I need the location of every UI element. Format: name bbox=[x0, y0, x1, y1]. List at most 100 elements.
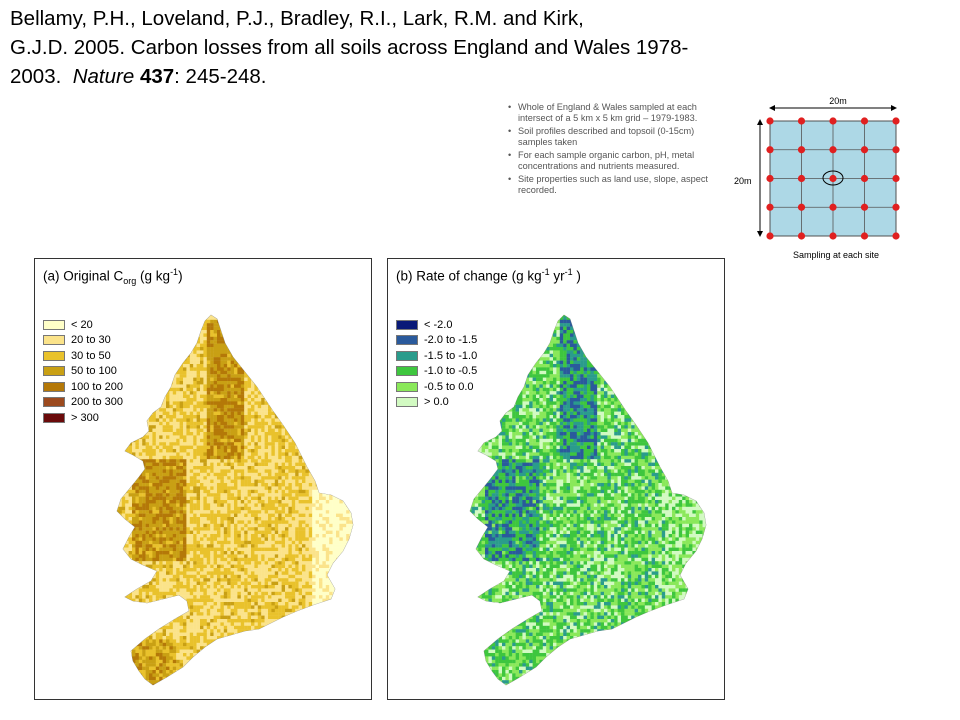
legend-item: 20 to 30 bbox=[43, 333, 123, 349]
sampling-point bbox=[892, 146, 900, 154]
legend-swatch bbox=[43, 350, 65, 361]
panel-b-title-prefix: (b) Rate of change (g kg bbox=[396, 268, 542, 284]
sampling-points bbox=[766, 117, 900, 240]
legend-swatch bbox=[43, 319, 65, 330]
panel-b-title-sup1: -1 bbox=[541, 267, 550, 277]
legend-label: -1.0 to -0.5 bbox=[424, 365, 478, 378]
legend-swatch bbox=[396, 319, 418, 330]
panel-rate-of-change: (b) Rate of change (g kg-1 yr-1 ) < -2.0… bbox=[387, 258, 725, 700]
legend-item: 100 to 200 bbox=[43, 379, 123, 395]
legend-item: > 300 bbox=[43, 410, 123, 426]
sampling-point bbox=[829, 174, 837, 183]
legend-swatch bbox=[43, 366, 65, 377]
legend-label: > 300 bbox=[71, 411, 99, 424]
bullet-item: Soil profiles described and topsoil (0-1… bbox=[506, 126, 718, 148]
sampling-point bbox=[860, 174, 869, 183]
legend-item: > 0.0 bbox=[396, 395, 477, 411]
citation: Bellamy, P.H., Loveland, P.J., Bradley, … bbox=[10, 4, 750, 91]
height-label: 20m bbox=[734, 176, 752, 186]
legend-label: 50 to 100 bbox=[71, 365, 117, 378]
sampling-point bbox=[860, 232, 869, 240]
sampling-point bbox=[797, 117, 806, 125]
sampling-point bbox=[860, 117, 869, 125]
legend-item: -0.5 to 0.0 bbox=[396, 379, 477, 395]
width-label: 20m bbox=[829, 96, 847, 106]
sampling-point bbox=[766, 203, 774, 211]
legend-swatch bbox=[396, 366, 418, 377]
sampling-point bbox=[829, 232, 837, 240]
sampling-point bbox=[766, 146, 774, 154]
legend-swatch bbox=[396, 381, 418, 392]
rate-of-change-map bbox=[469, 314, 707, 686]
legend-item: 200 to 300 bbox=[43, 395, 123, 411]
sampling-point bbox=[892, 232, 900, 240]
sampling-point bbox=[797, 174, 806, 183]
sampling-point bbox=[860, 203, 869, 211]
citation-line-3: 2003. Nature 437: 245-248. bbox=[10, 62, 750, 91]
citation-line-1: Bellamy, P.H., Loveland, P.J., Bradley, … bbox=[10, 7, 584, 30]
panel-a-title-sup: -1 bbox=[170, 267, 179, 277]
legend-swatch bbox=[396, 335, 418, 346]
legend-swatch bbox=[43, 412, 65, 423]
panel-original-carbon: (a) Original Corg (g kg-1) < 20 20 to 30 3… bbox=[34, 258, 372, 700]
sampling-point bbox=[892, 174, 900, 183]
panel-a-title-prefix: (a) Original C bbox=[43, 268, 124, 284]
centre-point-ring bbox=[822, 170, 844, 186]
legend-label: > 0.0 bbox=[424, 396, 449, 409]
legend-item: -1.5 to -1.0 bbox=[396, 348, 477, 364]
legend-label: -2.0 to -1.5 bbox=[424, 334, 478, 347]
panel-b-title-mid: yr bbox=[549, 268, 565, 284]
original-carbon-map bbox=[116, 314, 354, 686]
panel-a-title: (a) Original Corg (g kg-1) bbox=[43, 267, 183, 286]
legend-item: 50 to 100 bbox=[43, 364, 123, 380]
sampling-point bbox=[892, 117, 900, 125]
panel-a-legend: < 20 20 to 30 30 to 50 50 to 100 100 to 200 2… bbox=[43, 317, 123, 426]
legend-label: 30 to 50 bbox=[71, 349, 111, 362]
legend-item: 30 to 50 bbox=[43, 348, 123, 364]
bullet-item: For each sample organic carbon, pH, meta… bbox=[506, 150, 718, 172]
legend-swatch bbox=[396, 350, 418, 361]
panel-b-title: (b) Rate of change (g kg-1 yr-1 ) bbox=[396, 267, 581, 284]
sampling-diagram: 20m 20m Sampling at each site bbox=[734, 96, 900, 260]
legend-item: < -2.0 bbox=[396, 317, 477, 333]
bullet-item: Whole of England & Wales sampled at each… bbox=[506, 102, 718, 124]
sampling-point bbox=[892, 203, 900, 211]
legend-item: < 20 bbox=[43, 317, 123, 333]
sampling-caption: Sampling at each site bbox=[793, 250, 879, 260]
panel-a-title-sub: org bbox=[123, 276, 137, 287]
sampling-point bbox=[766, 117, 774, 125]
bullet-item: Site properties such as land use, slope,… bbox=[506, 174, 718, 196]
legend-label: 200 to 300 bbox=[71, 396, 123, 409]
legend-item: -1.0 to -0.5 bbox=[396, 364, 477, 380]
sampling-point bbox=[860, 146, 869, 154]
sampling-point bbox=[766, 232, 774, 240]
panel-a-title-end: ) bbox=[178, 268, 183, 284]
legend-swatch bbox=[43, 335, 65, 346]
panel-a-title-mid: (g kg bbox=[136, 268, 171, 284]
panel-b-legend: < -2.0 -2.0 to -1.5 -1.5 to -1.0 -1.0 to -0… bbox=[396, 317, 477, 410]
sampling-point bbox=[829, 117, 837, 125]
citation-journal: Nature bbox=[72, 65, 135, 88]
method-bullets: Whole of England & Wales sampled at each… bbox=[506, 102, 718, 198]
legend-label: < 20 bbox=[71, 318, 93, 331]
sampling-point bbox=[766, 174, 774, 183]
legend-label: < -2.0 bbox=[424, 318, 453, 331]
legend-label: -1.5 to -1.0 bbox=[424, 349, 478, 362]
citation-pages: : 245-248. bbox=[174, 65, 267, 88]
legend-swatch bbox=[43, 381, 65, 392]
panel-b-title-sup2: -1 bbox=[564, 267, 573, 277]
citation-line-2: G.J.D. 2005. Carbon losses from all soil… bbox=[10, 36, 689, 59]
legend-swatch bbox=[43, 397, 65, 408]
legend-swatch bbox=[396, 397, 418, 408]
legend-label: -0.5 to 0.0 bbox=[424, 380, 474, 393]
legend-item: -2.0 to -1.5 bbox=[396, 333, 477, 349]
legend-label: 100 to 200 bbox=[71, 380, 123, 393]
sampling-point bbox=[829, 146, 837, 154]
sampling-point bbox=[797, 203, 806, 211]
citation-volume: 437 bbox=[139, 65, 175, 88]
panel-b-title-end: ) bbox=[572, 268, 581, 284]
sampling-point bbox=[797, 232, 806, 240]
sampling-point bbox=[797, 146, 806, 154]
citation-year: 2003. bbox=[10, 65, 73, 88]
sampling-point bbox=[829, 203, 837, 211]
